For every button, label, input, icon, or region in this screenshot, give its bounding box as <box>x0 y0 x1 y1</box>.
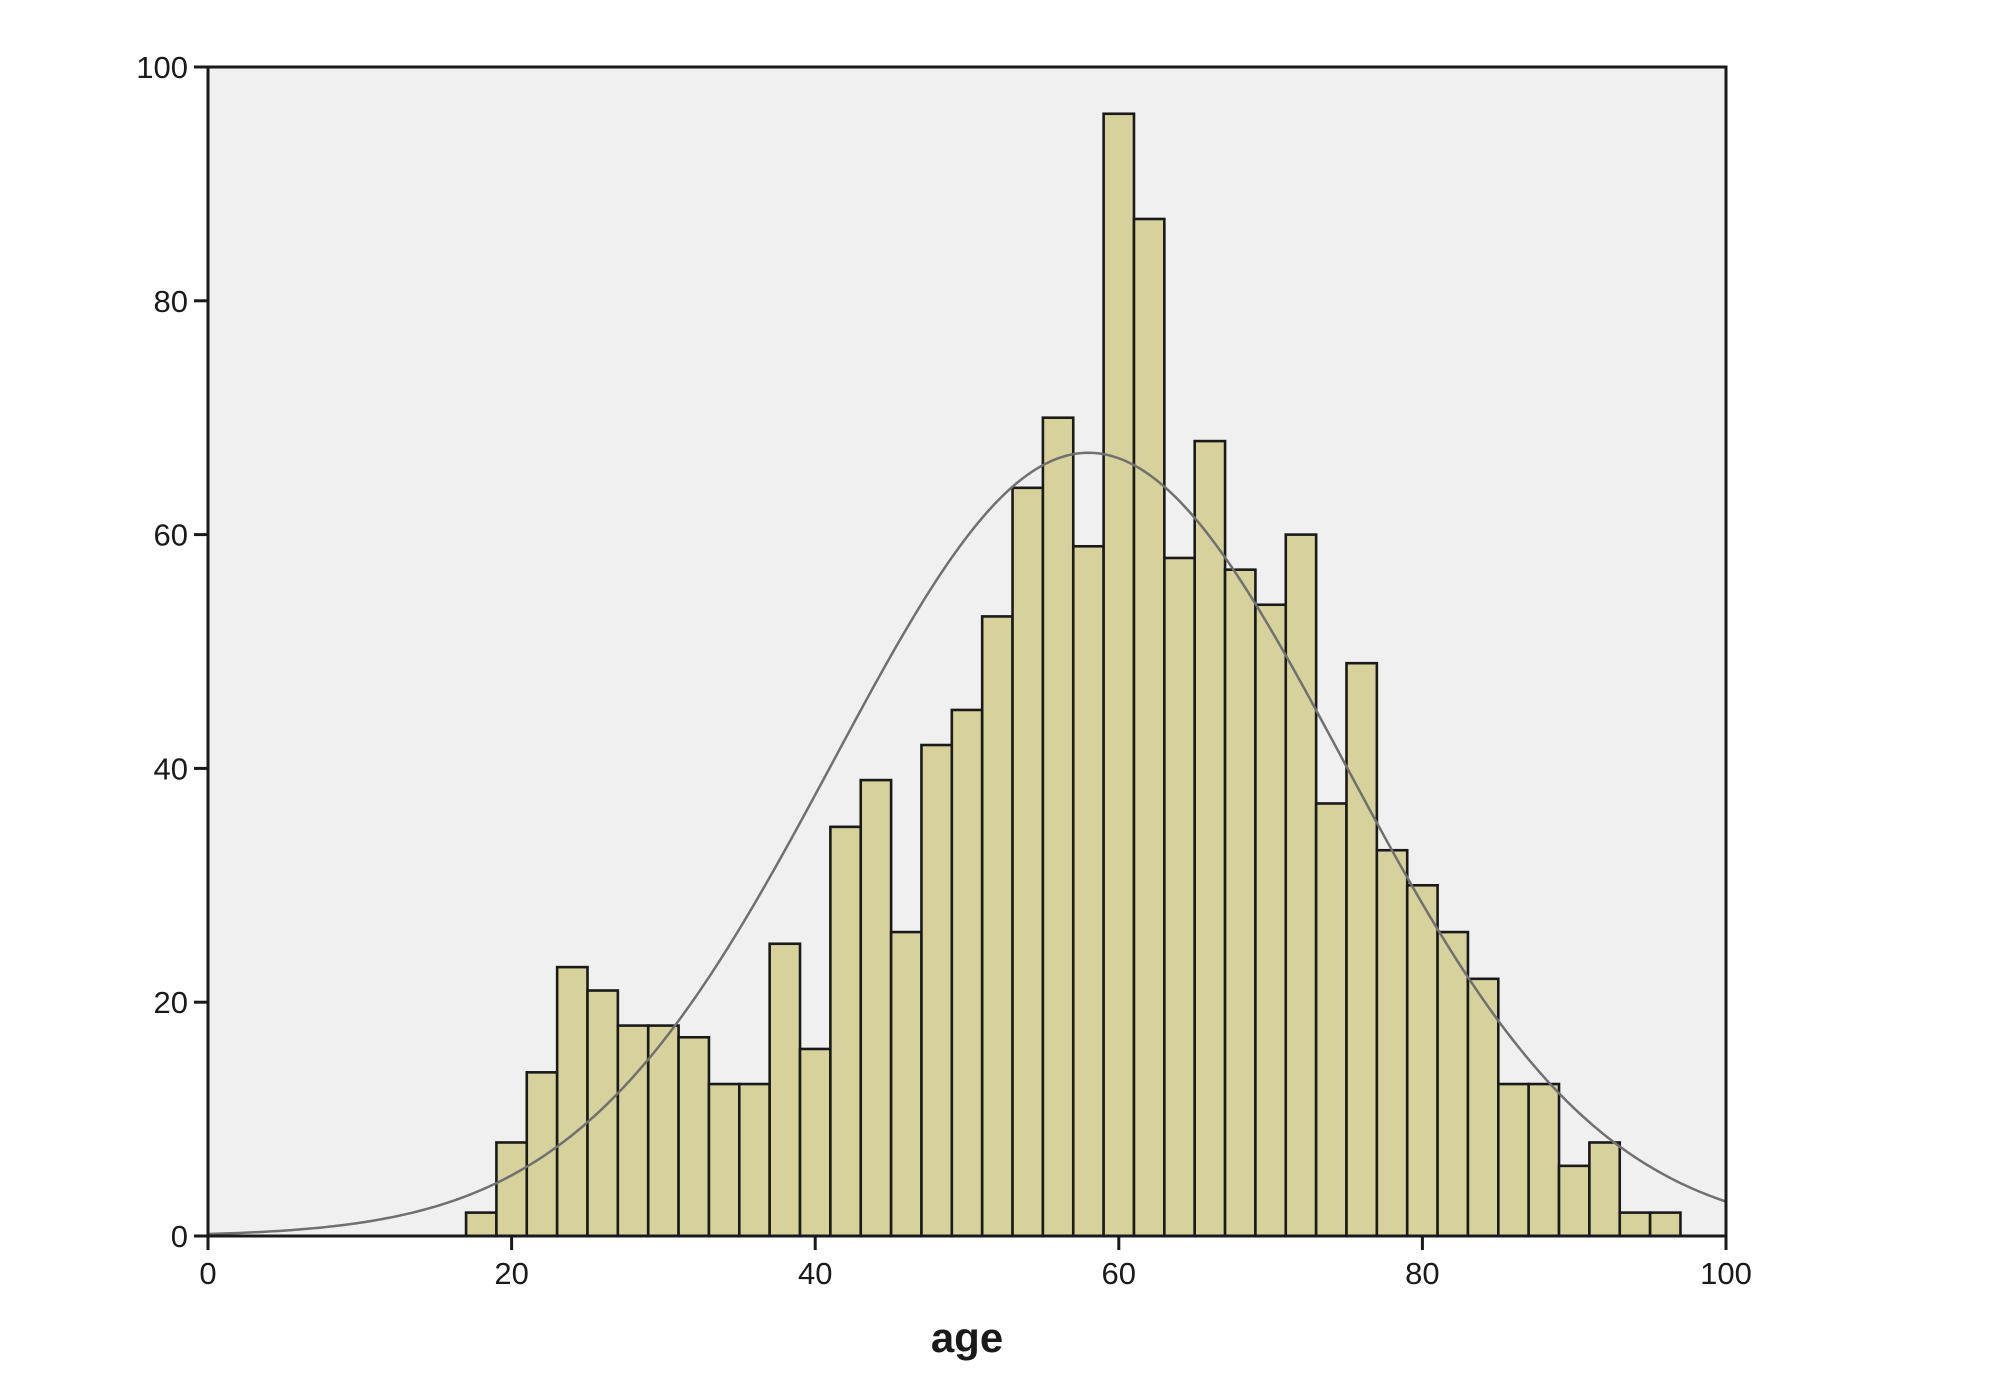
histogram-bar <box>1071 544 1105 1238</box>
histogram-bar <box>889 930 923 1238</box>
histogram-bar <box>798 1047 832 1238</box>
y-tick-label: 0 <box>171 1219 188 1254</box>
y-tick-label: 20 <box>154 985 188 1020</box>
histogram-bar <box>1648 1211 1682 1238</box>
axes-group <box>206 65 1728 1238</box>
histogram-bar <box>677 1035 711 1238</box>
histogram-bar <box>1466 977 1500 1238</box>
x-tick-label: 40 <box>798 1256 832 1291</box>
histogram-bar <box>1405 883 1439 1238</box>
y-tick-label: 80 <box>154 284 188 319</box>
x-tick-label: 0 <box>199 1256 216 1291</box>
histogram-bar <box>1011 486 1045 1238</box>
histogram-bar <box>646 1024 680 1238</box>
x-tick-label: 60 <box>1102 1256 1136 1291</box>
histogram-bar <box>950 708 984 1238</box>
histogram-bar <box>707 1082 741 1238</box>
histogram-bar <box>555 965 589 1238</box>
histogram-bar <box>1254 603 1288 1238</box>
histogram-bar <box>1527 1082 1561 1238</box>
histogram-bar <box>1375 848 1409 1238</box>
ticks-group: 0 20 40 60 80 100 0 20 40 60 80 100 <box>136 50 1752 1291</box>
histogram-bar <box>980 615 1014 1238</box>
x-axis-label: age <box>931 1314 1003 1361</box>
histogram-bar <box>1163 556 1196 1238</box>
histogram-bar <box>1618 1211 1652 1238</box>
histogram-bar <box>1223 568 1257 1238</box>
y-tick-label: 40 <box>154 751 188 786</box>
histogram-bar <box>1588 1141 1622 1238</box>
histogram-bar <box>1557 1164 1591 1238</box>
histogram-bar <box>859 778 893 1238</box>
histogram-bar <box>495 1141 529 1238</box>
histogram-bar <box>1345 661 1379 1238</box>
histogram-bar <box>586 989 620 1238</box>
histogram-bar <box>1041 416 1075 1238</box>
histogram-bar <box>1132 217 1166 1238</box>
histogram-bar <box>1102 112 1136 1238</box>
histogram-bar <box>737 1082 771 1238</box>
bars-group <box>464 112 1682 1238</box>
y-tick-label: 60 <box>154 518 188 553</box>
histogram-bar <box>829 825 863 1238</box>
histogram-bar <box>1314 802 1348 1238</box>
histogram-bar <box>1497 1082 1530 1238</box>
histogram-bar <box>768 942 802 1238</box>
histogram-bar <box>1284 533 1318 1238</box>
histogram-bar <box>920 743 954 1238</box>
histogram-bar <box>616 1024 650 1238</box>
normal-curve <box>207 451 1727 1236</box>
histogram-bar <box>1436 930 1470 1238</box>
histogram-bar <box>1193 439 1227 1238</box>
x-tick-label: 80 <box>1405 1256 1439 1291</box>
y-tick-label: 100 <box>136 50 188 85</box>
plot-frame <box>206 65 1728 1238</box>
x-tick-label: 100 <box>1700 1256 1752 1291</box>
histogram-bar <box>525 1071 559 1238</box>
histogram-bar <box>464 1211 498 1238</box>
x-tick-label: 20 <box>494 1256 528 1291</box>
